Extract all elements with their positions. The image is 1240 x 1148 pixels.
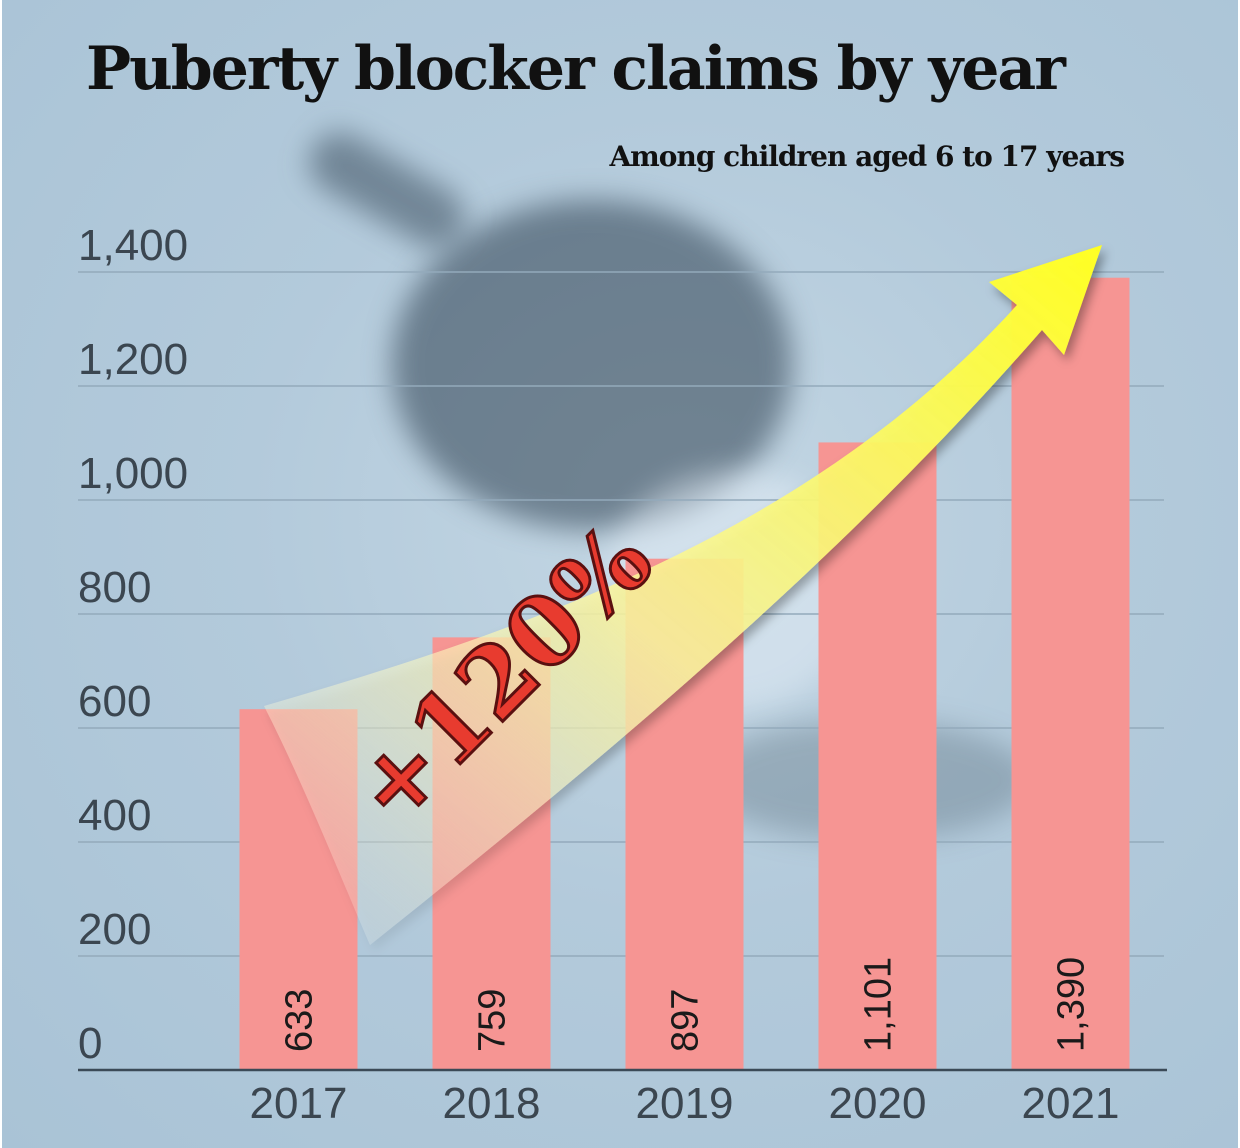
y-tick-label: 1,200 (78, 335, 188, 384)
bar-value-label: 1,390 (1051, 957, 1093, 1052)
y-axis-ticks: 0 200 400 600 800 1,000 1,200 1,400 (78, 221, 188, 1068)
x-tick-label: 2020 (829, 1079, 927, 1128)
bar (818, 442, 937, 1070)
bar-value-labels: 633 759 897 1,101 1,390 (279, 957, 1093, 1052)
y-tick-label: 400 (78, 791, 151, 840)
y-tick-label: 600 (78, 677, 151, 726)
bar-value-label: 759 (472, 989, 514, 1052)
growth-arrow-shape (264, 245, 1102, 945)
x-tick-label: 2018 (443, 1079, 541, 1128)
y-tick-label: 1,000 (78, 449, 188, 498)
bar-value-label: 1,101 (858, 957, 900, 1052)
chart-title: Puberty blocker claims by year (86, 34, 1066, 104)
x-tick-label: 2021 (1022, 1079, 1120, 1128)
y-tick-label: 0 (78, 1019, 102, 1068)
y-tick-label: 200 (78, 905, 151, 954)
y-tick-label: 800 (78, 563, 151, 612)
y-tick-label: 1,400 (78, 221, 188, 270)
x-tick-label: 2019 (636, 1079, 734, 1128)
x-tick-label: 2017 (250, 1079, 348, 1128)
chart-subtitle: Among children aged 6 to 17 years (609, 140, 1125, 173)
bar-value-label: 633 (279, 989, 321, 1052)
bar (1011, 277, 1130, 1070)
x-axis-ticks: 2017 2018 2019 2020 2021 (250, 1079, 1120, 1128)
bar-value-label: 897 (665, 989, 707, 1052)
